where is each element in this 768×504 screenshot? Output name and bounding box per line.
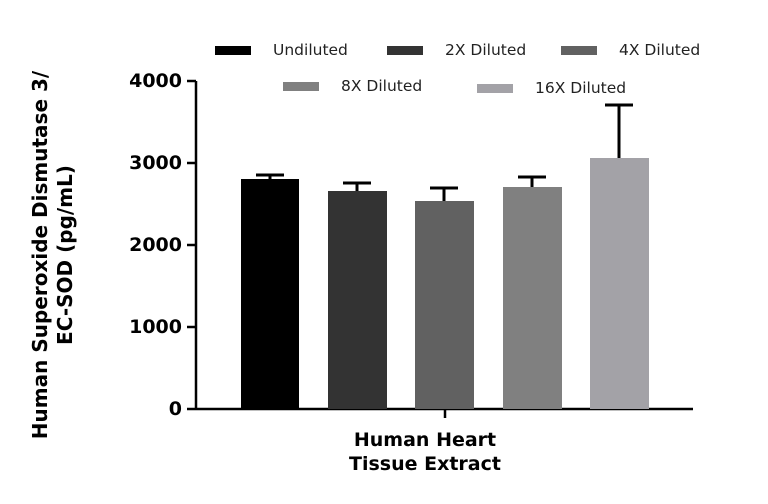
x-category-label: Human Heart Tissue Extract <box>300 428 550 476</box>
legend-item-2x-diluted: 2X Diluted <box>387 41 526 59</box>
legend-swatch <box>283 81 319 91</box>
legend-item-16x-diluted: 16X Diluted <box>477 79 626 97</box>
y-tick-label: 0 <box>168 398 182 420</box>
error-bar-2x-diluted <box>343 181 371 191</box>
legend-swatch <box>387 45 423 55</box>
error-bar-undiluted <box>256 173 284 179</box>
y-axis-title-line-2: EC-SOD (pg/mL) <box>53 165 77 345</box>
bar-8x-diluted <box>503 187 562 409</box>
x-category-line-2: Tissue Extract <box>349 453 501 475</box>
y-tick-label: 2000 <box>129 234 182 256</box>
y-tick-label: 1000 <box>129 316 182 338</box>
legend-swatch <box>215 45 251 55</box>
y-tick-label: 3000 <box>129 152 182 174</box>
legend-label: 4X Diluted <box>619 41 701 59</box>
x-category-line-1: Human Heart <box>353 429 497 451</box>
y-axis-ticks <box>187 79 196 329</box>
error-bar-4x-diluted <box>430 186 458 201</box>
legend-item-8x-diluted: 8X Diluted <box>283 77 422 95</box>
y-tick-label: 4000 <box>129 70 182 92</box>
legend-item-undiluted: Undiluted <box>215 41 348 59</box>
legend-swatch <box>561 45 597 55</box>
y-axis-title-line-1: Human Superoxide Dismutase 3/ <box>28 70 52 440</box>
legend-label: 16X Diluted <box>535 79 627 97</box>
bar-4x-diluted <box>415 201 474 409</box>
y-tick-labels: 4000 3000 2000 1000 0 <box>100 0 182 504</box>
bar-16x-diluted <box>590 158 649 409</box>
legend-label: 2X Diluted <box>445 41 527 59</box>
legend-label: Undiluted <box>273 41 348 59</box>
y-axis-title: Human Superoxide Dismutase 3/ EC-SOD (pg… <box>28 71 78 439</box>
error-bar-16x-diluted <box>605 103 633 158</box>
bar-2x-diluted <box>328 191 387 409</box>
legend-swatch <box>477 83 513 93</box>
error-bar-8x-diluted <box>518 175 546 187</box>
legend-label: 8X Diluted <box>341 77 423 95</box>
bars <box>241 103 649 409</box>
legend-item-4x-diluted: 4X Diluted <box>561 41 700 59</box>
bar-undiluted <box>241 179 299 409</box>
